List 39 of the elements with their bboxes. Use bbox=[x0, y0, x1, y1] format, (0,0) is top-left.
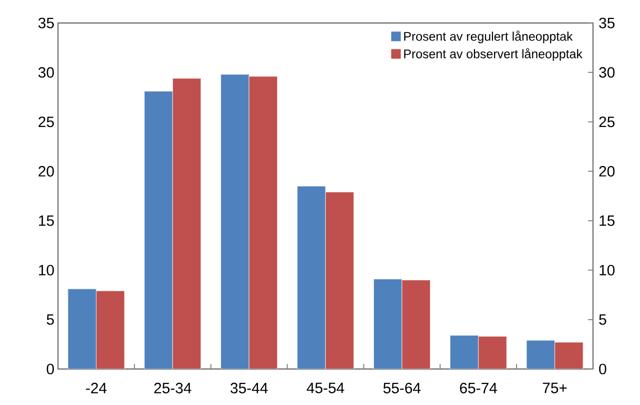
y2-tick-label: 5 bbox=[599, 314, 606, 325]
y-tick-label: 10 bbox=[39, 264, 54, 276]
bar bbox=[297, 186, 326, 369]
x-tick-label: 65-74 bbox=[460, 382, 498, 394]
x-tick-label: 35-44 bbox=[230, 382, 268, 394]
y2-tick-label: 15 bbox=[600, 216, 615, 226]
y-tick-label: 5 bbox=[46, 314, 54, 325]
y-tick-label: 25 bbox=[38, 116, 54, 128]
bar bbox=[554, 342, 584, 369]
bar bbox=[68, 288, 96, 369]
x-tick-label: 55-64 bbox=[383, 382, 421, 394]
y2-tick-label: 0 bbox=[599, 364, 606, 374]
y-tick-label: 35 bbox=[38, 18, 54, 28]
bar bbox=[478, 336, 507, 369]
y-tick-label: 20 bbox=[38, 166, 54, 177]
bar bbox=[402, 280, 430, 369]
y-tick-label: 15 bbox=[39, 216, 54, 226]
y2-tick-label: 10 bbox=[600, 264, 615, 276]
y-tick-label: 0 bbox=[46, 364, 54, 374]
y2-tick-label: 20 bbox=[599, 166, 615, 177]
legend-label: Prosent av regulert låneopptak bbox=[404, 30, 573, 44]
y2-tick-label: 25 bbox=[599, 116, 615, 128]
x-tick-label: 75+ bbox=[542, 382, 567, 394]
x-tick-label: 45-54 bbox=[306, 382, 344, 394]
y2-tick-label: 30 bbox=[599, 67, 615, 78]
bar bbox=[96, 290, 124, 369]
bar bbox=[526, 340, 555, 369]
bar bbox=[249, 76, 278, 369]
bar bbox=[220, 74, 250, 369]
x-tick-label: 25-34 bbox=[154, 382, 192, 394]
y-tick-label: 30 bbox=[38, 67, 54, 78]
legend-label: Prosent av observert låneopptak bbox=[404, 48, 582, 61]
x-tick-label: -24 bbox=[86, 382, 107, 394]
bar bbox=[326, 192, 354, 369]
bar bbox=[172, 78, 201, 369]
bar bbox=[450, 335, 478, 369]
y2-tick-label: 35 bbox=[599, 18, 615, 28]
bar bbox=[374, 279, 402, 369]
bar bbox=[144, 91, 173, 369]
